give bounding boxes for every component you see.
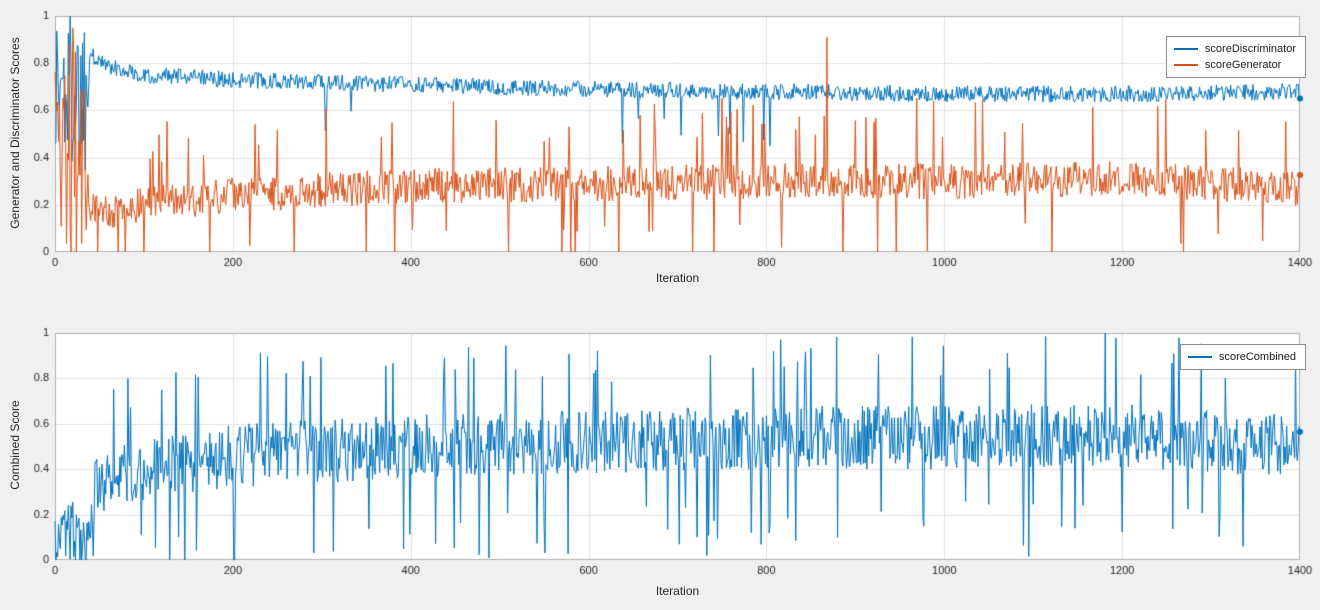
top-y-axis-label: Generator and Discriminator Scores [8,37,22,229]
legend-item-discriminator: scoreDiscriminator [1173,41,1296,57]
top-x-axis-label: Iteration [655,271,700,285]
bottom-x-axis-label: Iteration [655,584,700,598]
top-legend: scoreDiscriminator scoreGenerator [1165,36,1306,78]
bottom-chart: Combined Score Iteration scoreCombined [0,300,1320,610]
discriminator-line-sample [1173,48,1198,50]
legend-label-combined: scoreCombined [1218,351,1296,363]
legend-label-discriminator: scoreDiscriminator [1204,43,1296,55]
top-chart: Generator and Discriminator Scores Itera… [0,0,1320,300]
top-plot-canvas [0,0,1320,290]
bottom-y-axis-label: Combined Score [8,400,22,490]
legend-item-combined: scoreCombined [1187,349,1296,365]
bottom-legend: scoreCombined [1179,344,1306,370]
combined-line-sample [1187,356,1212,358]
legend-item-generator: scoreGenerator [1173,57,1296,73]
bottom-plot-canvas [0,300,1320,610]
generator-line-sample [1173,64,1198,66]
legend-label-generator: scoreGenerator [1204,59,1282,71]
